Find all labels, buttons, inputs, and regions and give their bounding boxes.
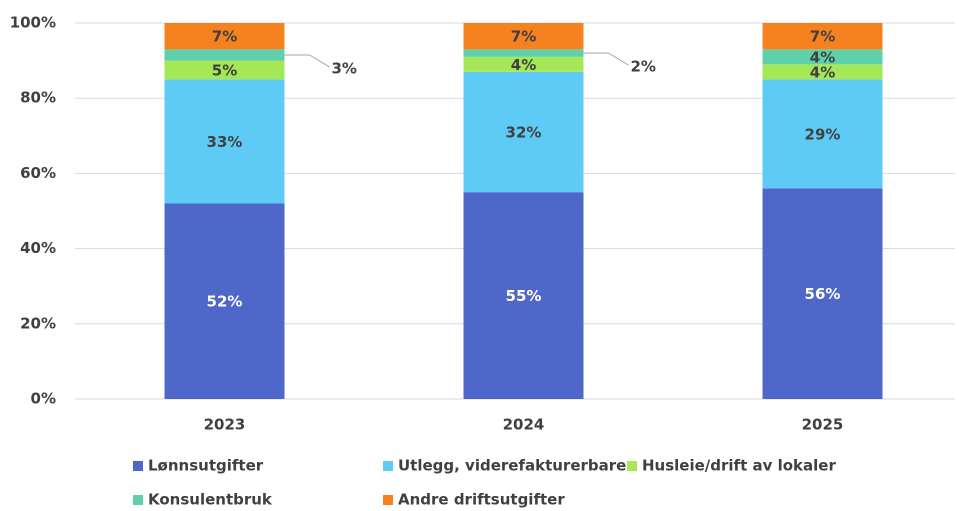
data-label: 32%: [506, 124, 542, 142]
legend-swatch: [133, 461, 143, 471]
data-label: 55%: [506, 287, 542, 305]
bar-segment: [762, 64, 883, 80]
data-label: 29%: [805, 125, 841, 143]
bar-segment: [463, 49, 584, 57]
bar-segment: [762, 49, 883, 65]
legend-swatch: [627, 461, 637, 471]
x-tick-label: 2024: [503, 416, 545, 434]
bar-segment: [762, 79, 883, 189]
data-label: 52%: [207, 293, 243, 311]
bar-segment: [762, 188, 883, 399]
y-tick-label: 40%: [20, 239, 56, 257]
legend-swatch: [133, 495, 143, 505]
x-tick-label: 2025: [802, 416, 844, 434]
data-label: 33%: [207, 133, 243, 151]
y-tick-label: 100%: [10, 14, 56, 32]
legend-label: Husleie/drift av lokaler: [642, 457, 836, 475]
data-label: 3%: [332, 59, 357, 77]
data-label: 4%: [511, 56, 536, 74]
legend-label: Utlegg, viderefakturerbare: [398, 457, 626, 475]
legend-label: Andre driftsutgifter: [398, 491, 565, 509]
bar-segment: [762, 23, 883, 50]
y-tick-label: 20%: [20, 314, 56, 332]
leader-line: [284, 54, 330, 68]
bar-segment: [164, 79, 285, 204]
x-tick-label: 2023: [204, 416, 246, 434]
bar-segment: [463, 192, 584, 399]
data-label: 2%: [631, 58, 656, 76]
y-tick-label: 80%: [20, 89, 56, 107]
data-label: 7%: [810, 28, 835, 46]
data-label: 7%: [212, 28, 237, 46]
legend-swatch: [383, 461, 393, 471]
y-tick-label: 60%: [20, 164, 56, 182]
legend-swatch: [383, 495, 393, 505]
bar-segment: [164, 23, 285, 50]
legend-label: Lønnsutgifter: [148, 457, 264, 475]
data-label: 56%: [805, 285, 841, 303]
leader-line: [583, 52, 629, 66]
bar-segment: [463, 56, 584, 72]
data-label: 5%: [212, 62, 237, 80]
data-label: 7%: [511, 28, 536, 46]
y-tick-label: 0%: [31, 390, 56, 408]
bar-segment: [164, 49, 285, 61]
data-label: 4%: [810, 48, 835, 66]
bar-segment: [463, 71, 584, 193]
legend-label: Konsulentbruk: [148, 491, 273, 509]
bar-segment: [463, 23, 584, 50]
bar-segment: [164, 60, 285, 80]
bar-segment: [164, 203, 285, 399]
data-label: 4%: [810, 63, 835, 81]
